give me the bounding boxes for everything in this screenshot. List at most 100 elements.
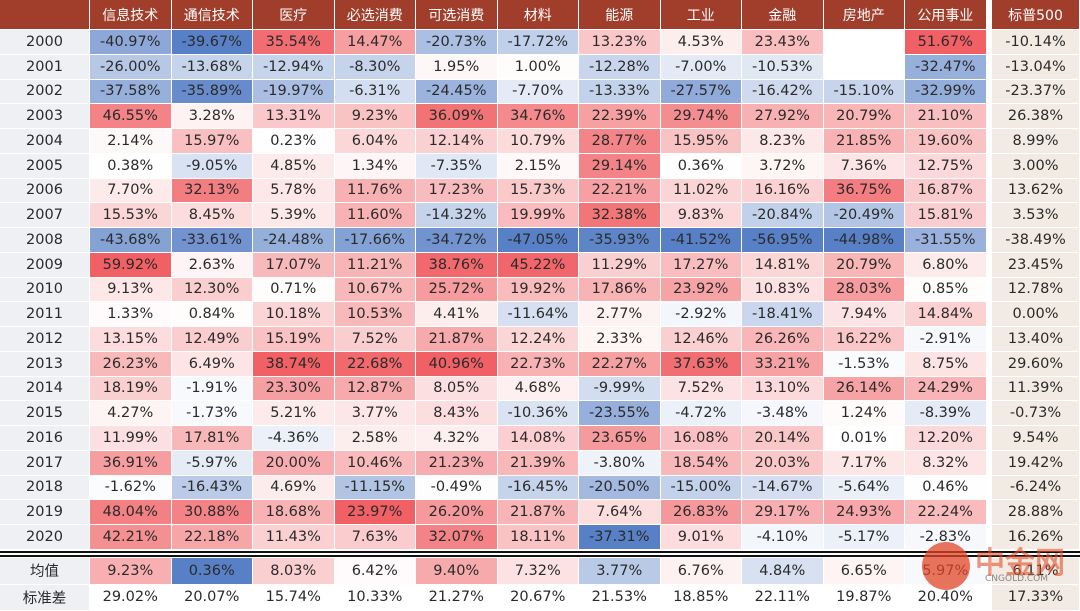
- return-cell: -13.04%: [992, 54, 1080, 80]
- return-cell: -6.24%: [992, 475, 1080, 501]
- summary-cell: 6.42%: [334, 558, 416, 585]
- return-cell: 15.97%: [171, 129, 253, 154]
- return-cell: -0.49%: [416, 475, 498, 501]
- return-cell: 20.79%: [823, 104, 905, 129]
- return-cell: 36.91%: [90, 450, 172, 476]
- return-cell: -33.61%: [171, 228, 253, 253]
- summary-cell: 7.32%: [497, 558, 579, 585]
- return-cell: -16.45%: [497, 475, 579, 501]
- return-cell: -43.68%: [90, 228, 172, 253]
- return-cell: -1.91%: [171, 376, 253, 402]
- return-cell: 15.81%: [905, 203, 987, 228]
- return-cell: 4.27%: [90, 401, 172, 426]
- return-cell: 21.23%: [416, 450, 498, 476]
- return-cell: 29.60%: [992, 351, 1080, 377]
- return-cell: -56.95%: [742, 228, 824, 253]
- summary-cell: 20.67%: [497, 584, 579, 611]
- return-cell: 26.26%: [742, 327, 824, 352]
- return-cell: 4.69%: [253, 475, 335, 501]
- return-cell: 26.83%: [660, 500, 742, 525]
- return-cell: 19.92%: [497, 277, 579, 303]
- return-cell: 9.54%: [992, 426, 1080, 451]
- return-cell: 22.68%: [334, 351, 416, 377]
- return-cell: -44.98%: [823, 228, 905, 253]
- return-cell: 38.74%: [253, 351, 335, 377]
- return-cell: -2.83%: [905, 525, 987, 550]
- return-cell: -27.57%: [660, 79, 742, 105]
- return-cell: -13.68%: [171, 54, 253, 80]
- return-cell: 29.17%: [742, 500, 824, 525]
- return-cell: 3.72%: [742, 153, 824, 179]
- return-cell: 10.46%: [334, 450, 416, 476]
- summary-cell: 20.07%: [171, 584, 253, 611]
- return-cell: [823, 54, 905, 80]
- return-cell: 6.80%: [905, 252, 987, 278]
- column-header: 金融: [742, 0, 824, 30]
- return-cell: 2.63%: [171, 252, 253, 278]
- return-cell: 17.86%: [579, 277, 661, 303]
- summary-cell: 21.27%: [416, 584, 498, 611]
- return-cell: 3.00%: [992, 153, 1080, 179]
- return-cell: 9.13%: [90, 277, 172, 303]
- return-cell: 11.60%: [334, 203, 416, 228]
- summary-cell: 29.02%: [90, 584, 172, 611]
- return-cell: 5.39%: [253, 203, 335, 228]
- return-cell: 0.36%: [660, 153, 742, 179]
- return-cell: 2.15%: [497, 153, 579, 179]
- return-cell: 20.14%: [742, 426, 824, 451]
- return-cell: 18.54%: [660, 450, 742, 476]
- return-cell: 14.81%: [742, 252, 824, 278]
- return-cell: 22.21%: [579, 178, 661, 204]
- return-cell: 9.83%: [660, 203, 742, 228]
- return-cell: 10.83%: [742, 277, 824, 303]
- return-cell: 8.45%: [171, 203, 253, 228]
- return-cell: -13.33%: [579, 79, 661, 105]
- summary-cell: 22.11%: [742, 584, 824, 611]
- return-cell: 5.78%: [253, 178, 335, 204]
- year-label: 2005: [0, 153, 90, 179]
- return-cell: -8.30%: [334, 54, 416, 80]
- year-label: 2014: [0, 376, 90, 402]
- return-cell: 29.14%: [579, 153, 661, 179]
- return-cell: 29.74%: [660, 104, 742, 129]
- return-cell: 32.38%: [579, 203, 661, 228]
- summary-label: 均值: [0, 558, 90, 585]
- return-cell: 7.70%: [90, 178, 172, 204]
- return-cell: 2.33%: [579, 327, 661, 352]
- return-cell: 51.67%: [905, 30, 987, 55]
- return-cell: 28.77%: [579, 129, 661, 154]
- summary-cell: 19.87%: [823, 584, 905, 611]
- year-label: 2017: [0, 450, 90, 476]
- return-cell: 12.87%: [334, 376, 416, 402]
- return-cell: 11.76%: [334, 178, 416, 204]
- return-cell: 6.04%: [334, 129, 416, 154]
- return-cell: 16.26%: [992, 525, 1080, 550]
- return-cell: 23.65%: [579, 426, 661, 451]
- return-cell: 8.43%: [416, 401, 498, 426]
- column-header: 能源: [579, 0, 661, 30]
- return-cell: -19.97%: [253, 79, 335, 105]
- return-cell: 1.33%: [90, 302, 172, 327]
- summary-cell: 20.40%: [905, 584, 987, 611]
- header-corner: [0, 0, 90, 30]
- return-cell: 12.14%: [416, 129, 498, 154]
- return-cell: 12.24%: [497, 327, 579, 352]
- return-cell: 0.46%: [905, 475, 987, 501]
- return-cell: -3.80%: [579, 450, 661, 476]
- return-cell: 5.21%: [253, 401, 335, 426]
- return-cell: 32.07%: [416, 525, 498, 550]
- return-cell: 13.40%: [992, 327, 1080, 352]
- return-cell: 4.53%: [660, 30, 742, 55]
- return-cell: 14.84%: [905, 302, 987, 327]
- return-cell: -6.31%: [334, 79, 416, 105]
- year-label: 2002: [0, 79, 90, 105]
- return-cell: 59.92%: [90, 252, 172, 278]
- column-header: 医疗: [253, 0, 335, 30]
- year-label: 2008: [0, 228, 90, 253]
- return-cell: -4.10%: [742, 525, 824, 550]
- return-cell: 37.63%: [660, 351, 742, 377]
- return-cell: 11.39%: [992, 376, 1080, 402]
- return-cell: 9.23%: [334, 104, 416, 129]
- return-cell: 7.64%: [579, 500, 661, 525]
- return-cell: 9.01%: [660, 525, 742, 550]
